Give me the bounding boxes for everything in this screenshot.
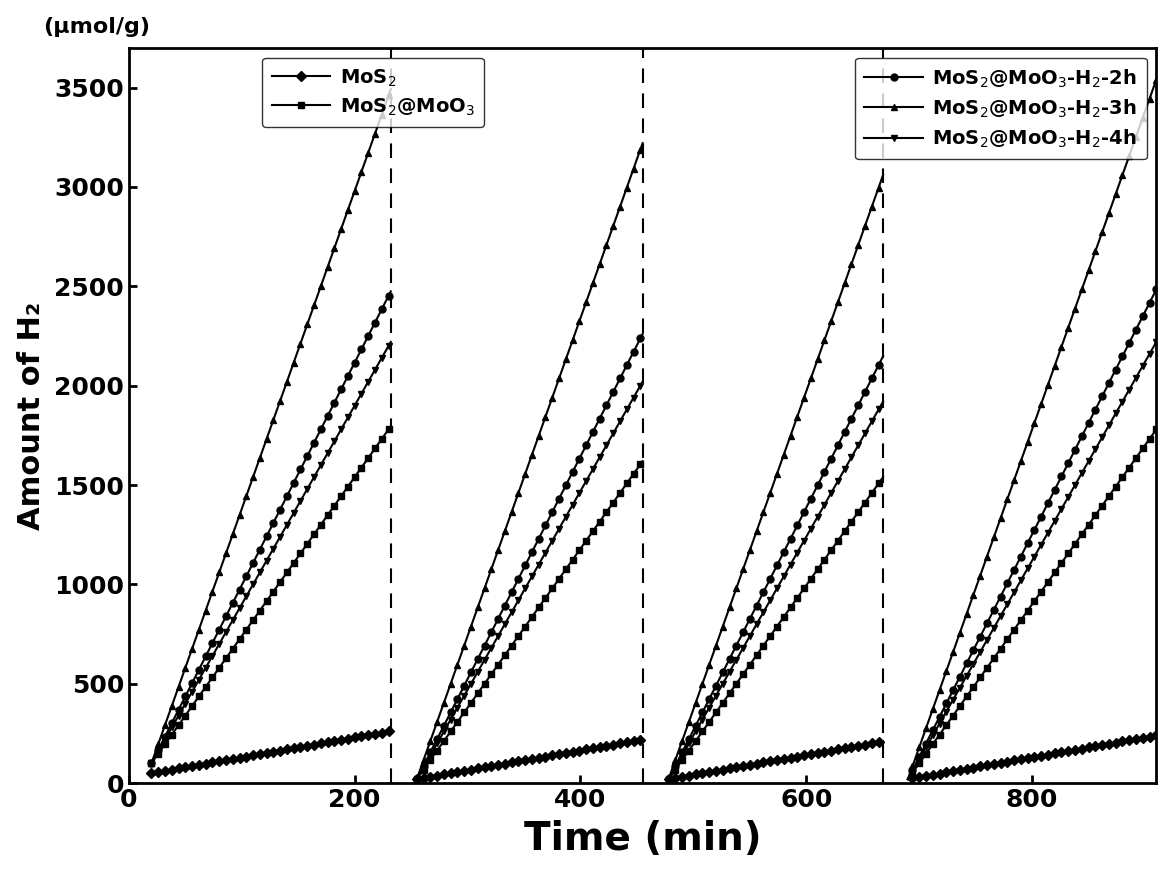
- MoS$_2$@MoO$_3$-H$_2$-3h: [310, 294, 324, 304]
- MoS$_2$@MoO$_3$-H$_2$-2h: [144, 758, 158, 768]
- MoS$_2$: [543, 751, 557, 761]
- MoS$_2$: [516, 755, 530, 766]
- MoS$_2$@MoO$_3$: [516, 625, 530, 635]
- MoS$_2$@MoO$_3$: [579, 536, 594, 546]
- MoS$_2$@MoO$_3$-H$_2$-3h: [276, 389, 290, 400]
- MoS$_2$@MoO$_3$-H$_2$-4h: [310, 468, 324, 479]
- MoS$_2$@MoO$_3$-H$_2$-2h: [1150, 284, 1164, 295]
- MoS$_2$@MoO$_3$-H$_2$-3h: [543, 399, 557, 410]
- MoS$_2$: [144, 768, 158, 779]
- MoS$_2$@MoO$_3$-H$_2$-2h: [516, 564, 530, 575]
- Line: MoS$_2$@MoO$_3$-H$_2$-2h: MoS$_2$@MoO$_3$-H$_2$-2h: [148, 286, 1160, 782]
- Legend: MoS$_2$@MoO$_3$-H$_2$-2h, MoS$_2$@MoO$_3$-H$_2$-3h, MoS$_2$@MoO$_3$-H$_2$-4h: MoS$_2$@MoO$_3$-H$_2$-2h, MoS$_2$@MoO$_3…: [855, 58, 1147, 159]
- MoS$_2$@MoO$_3$: [144, 758, 158, 768]
- MoS$_2$@MoO$_3$-H$_2$-4h: [579, 476, 594, 487]
- MoS$_2$@MoO$_3$-H$_2$-2h: [310, 433, 324, 444]
- MoS$_2$@MoO$_3$-H$_2$-3h: [489, 551, 503, 562]
- MoS$_2$@MoO$_3$-H$_2$-2h: [489, 618, 503, 628]
- Y-axis label: Amount of H₂: Amount of H₂: [16, 301, 46, 529]
- Line: MoS$_2$: MoS$_2$: [148, 728, 1160, 782]
- MoS$_2$@MoO$_3$-H$_2$-4h: [489, 634, 503, 645]
- MoS$_2$: [1150, 731, 1164, 741]
- MoS$_2$: [276, 745, 290, 755]
- Line: MoS$_2$@MoO$_3$: MoS$_2$@MoO$_3$: [148, 423, 1160, 782]
- MoS$_2$@MoO$_3$-H$_2$-3h: [516, 475, 530, 486]
- MoS$_2$@MoO$_3$-H$_2$-4h: [1150, 337, 1164, 347]
- MoS$_2$@MoO$_3$-H$_2$-3h: [144, 758, 158, 768]
- MoS$_2$@MoO$_3$: [489, 662, 503, 673]
- MoS$_2$@MoO$_3$-H$_2$-2h: [579, 440, 594, 451]
- MoS$_2$@MoO$_3$-H$_2$-2h: [276, 500, 290, 510]
- MoS$_2$@MoO$_3$-H$_2$-3h: [579, 297, 594, 307]
- MoS$_2$: [310, 738, 324, 749]
- MoS$_2$@MoO$_3$-H$_2$-4h: [144, 758, 158, 768]
- X-axis label: Time (min): Time (min): [524, 821, 761, 858]
- Text: (μmol/g): (μmol/g): [42, 17, 150, 37]
- MoS$_2$@MoO$_3$-H$_2$-3h: [1150, 74, 1164, 85]
- MoS$_2$@MoO$_3$: [310, 526, 324, 536]
- Line: MoS$_2$@MoO$_3$-H$_2$-4h: MoS$_2$@MoO$_3$-H$_2$-4h: [148, 339, 1160, 782]
- MoS$_2$@MoO$_3$-H$_2$-4h: [276, 528, 290, 538]
- MoS$_2$@MoO$_3$: [1150, 424, 1164, 435]
- MoS$_2$: [489, 760, 503, 771]
- MoS$_2$: [579, 744, 594, 754]
- MoS$_2$@MoO$_3$-H$_2$-2h: [543, 511, 557, 522]
- MoS$_2$@MoO$_3$: [543, 586, 557, 597]
- Line: MoS$_2$@MoO$_3$-H$_2$-3h: MoS$_2$@MoO$_3$-H$_2$-3h: [148, 76, 1160, 782]
- MoS$_2$@MoO$_3$-H$_2$-4h: [543, 539, 557, 550]
- MoS$_2$@MoO$_3$: [276, 574, 290, 584]
- MoS$_2$@MoO$_3$-H$_2$-4h: [516, 587, 530, 598]
